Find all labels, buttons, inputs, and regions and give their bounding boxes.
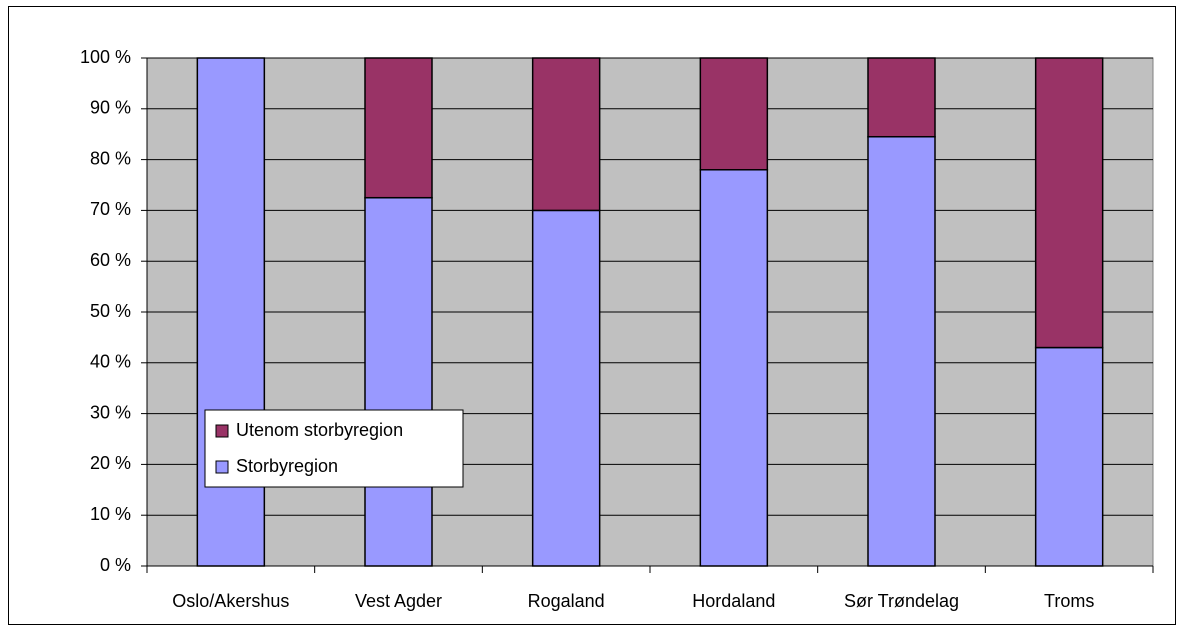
legend-swatch bbox=[215, 460, 229, 474]
legend bbox=[204, 409, 464, 488]
bar-segment bbox=[867, 135, 936, 567]
x-tick-label: Vest Agder bbox=[355, 591, 442, 611]
bar-segment bbox=[531, 209, 601, 567]
bar-segment bbox=[364, 57, 433, 199]
x-tick-label: Oslo/Akershus bbox=[172, 591, 289, 611]
x-tick-label: Sør Trøndelag bbox=[844, 591, 959, 611]
bar-segment bbox=[867, 57, 936, 138]
bar-segment bbox=[196, 57, 266, 567]
y-tick-label: 10 % bbox=[90, 504, 131, 524]
y-tick-label: 20 % bbox=[90, 453, 131, 473]
bar-segment bbox=[364, 196, 433, 567]
y-tick-label: 80 % bbox=[90, 148, 131, 168]
y-tick-label: 60 % bbox=[90, 250, 131, 270]
legend-label: Storbyregion bbox=[236, 456, 338, 476]
y-tick-label: 0 % bbox=[100, 555, 131, 575]
y-tick-label: 70 % bbox=[90, 199, 131, 219]
y-tick-label: 90 % bbox=[90, 98, 131, 118]
bar-segment bbox=[699, 57, 769, 171]
legend-swatch bbox=[215, 424, 229, 438]
y-tick-label: 50 % bbox=[90, 301, 131, 321]
y-tick-label: 30 % bbox=[90, 402, 131, 422]
legend-label: Utenom storbyregion bbox=[236, 420, 403, 440]
bar-segment bbox=[531, 57, 601, 212]
bar-segment bbox=[1034, 57, 1104, 349]
x-tick-label: Rogaland bbox=[528, 591, 605, 611]
bar-segment bbox=[1034, 346, 1104, 567]
x-tick-label: Hordaland bbox=[692, 591, 775, 611]
bar-segment bbox=[699, 169, 769, 567]
y-tick-label: 100 % bbox=[80, 47, 131, 67]
x-tick-label: Troms bbox=[1044, 591, 1094, 611]
y-tick-label: 40 % bbox=[90, 352, 131, 372]
